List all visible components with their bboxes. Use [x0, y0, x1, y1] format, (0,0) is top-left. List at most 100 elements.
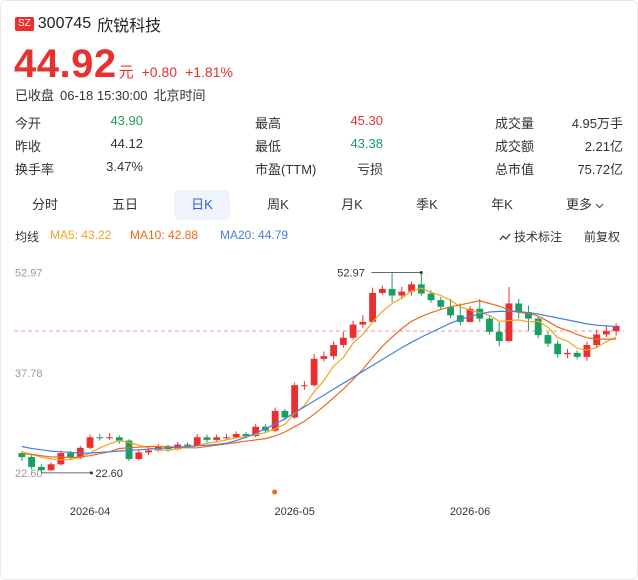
candle-body [378, 288, 386, 293]
candle-body [554, 343, 562, 355]
tab-quarterly-k[interactable]: 季K [416, 197, 438, 212]
stock-code: 300745 [37, 15, 92, 32]
stock-header: SZ 300745 欣锐科技 [15, 12, 161, 36]
candle-body [252, 426, 260, 436]
candle-body [145, 450, 152, 453]
candle-body [437, 300, 445, 307]
tab-daily-k[interactable]: 日K [174, 190, 230, 220]
y-tick-label: 52.97 [15, 268, 43, 280]
candle-body [417, 284, 425, 294]
tab-yearly-k[interactable]: 年K [491, 197, 513, 212]
stat-label: 今开 [15, 116, 42, 131]
current-price: 44.92 [14, 42, 117, 86]
candle-body [300, 385, 308, 387]
candle-body [86, 437, 94, 448]
stat-value: 3.47% [106, 159, 143, 174]
candle-body [291, 385, 299, 418]
candle-body [271, 410, 279, 431]
price-row: 44.92 元 +0.80 +1.81% [14, 42, 233, 87]
stat-label: 最高 [255, 116, 282, 131]
candle-body [115, 437, 123, 441]
candle-body [388, 288, 396, 296]
stats-row: 今开 43.90 最高 45.30 成交量 4.95万手 [15, 113, 625, 136]
candle-body [203, 437, 211, 440]
candle-body [213, 437, 221, 440]
stat-value: 45.30 [350, 113, 383, 128]
y-tick-label: 37.78 [15, 368, 43, 380]
candle-body [67, 453, 74, 458]
candle-body [534, 318, 542, 336]
period-tabs: 分时 五日 日K 周K 月K 季K 年K 更多 [15, 190, 625, 220]
candle-body [57, 453, 65, 465]
stat-label: 最低 [255, 139, 282, 154]
candlestick-chart[interactable]: 52.97 37.78 22.60 52.97 22.60 2026-04 2026-05 2… [0, 250, 638, 530]
stat-value: 亏损 [356, 162, 383, 177]
stat-value: 43.38 [350, 136, 383, 151]
candle-body [349, 324, 357, 338]
candle-body [398, 291, 406, 296]
candle-body [456, 315, 464, 322]
high-price-label: 52.97 [337, 267, 365, 279]
stock-name: 欣锐科技 [97, 18, 162, 35]
stat-value: 75.72亿 [577, 162, 623, 177]
x-tick-label: 2026-04 [70, 506, 110, 518]
tab-weekly-k[interactable]: 周K [267, 197, 289, 212]
candle-body [573, 352, 581, 357]
price-adjust-selector[interactable]: 前复权 [584, 230, 621, 244]
ma-legend: 均线 MA5: 43.22 MA10: 42.88 MA20: 44.79 技术… [15, 228, 625, 246]
stat-value: 2.21亿 [584, 139, 623, 154]
tab-intraday[interactable]: 分时 [31, 197, 58, 212]
stat-label: 成交量 [495, 116, 535, 131]
candle-body [28, 457, 36, 467]
candle-body [466, 308, 474, 322]
candle-body [544, 335, 552, 344]
candle-body [223, 437, 230, 439]
low-price-label: 22.60 [95, 468, 123, 480]
ma5-value: MA5: 43.22 [50, 228, 112, 242]
tab-five-day[interactable]: 五日 [111, 197, 138, 212]
ma5-line [21, 287, 617, 461]
y-tick-label: 22.60 [15, 468, 43, 480]
stats-row: 昨收 44.12 最低 43.38 成交额 2.21亿 [15, 136, 625, 159]
candle-body [427, 293, 435, 301]
candle-body [602, 331, 610, 335]
market-status: 已收盘 06-18 15:30:00 北京时间 [15, 85, 212, 104]
x-tick-label: 2026-05 [274, 506, 314, 518]
stat-label: 昨收 [15, 139, 42, 154]
candle-body [37, 466, 45, 471]
candle-body [310, 358, 318, 386]
ma10-value: MA10: 42.88 [130, 228, 199, 242]
high-marker-dot [419, 270, 423, 274]
candle-body [369, 292, 376, 322]
candle-body [525, 312, 532, 319]
stats-row: 换手率 3.47% 市盈(TTM) 亏损 总市值 75.72亿 [15, 159, 625, 182]
tech-annotation-label: 技术标注 [514, 230, 563, 244]
price-change: +0.80 [141, 64, 178, 80]
candle-body [193, 437, 201, 446]
stat-value: 44.12 [110, 136, 143, 151]
status-state: 已收盘 [15, 88, 55, 103]
tab-more[interactable]: 更多 [555, 190, 615, 220]
status-timezone: 北京时间 [153, 88, 206, 103]
stat-value: 43.90 [110, 113, 143, 128]
candle-body [106, 437, 113, 439]
x-tick-label: 2026-06 [450, 506, 490, 518]
stat-label: 换手率 [15, 162, 55, 177]
candle-body [495, 331, 503, 342]
candle-body [125, 440, 133, 460]
candle-body [135, 452, 143, 460]
tech-annotation-toggle[interactable]: 技术标注 [499, 228, 562, 245]
candle-body [612, 325, 620, 332]
ma20-line [21, 310, 617, 454]
ma20-value: MA20: 44.79 [220, 228, 289, 242]
price-change-pct: +1.81% [185, 64, 233, 80]
price-unit: 元 [118, 64, 134, 81]
candle-body [583, 344, 591, 357]
stat-value: 4.95万手 [571, 116, 623, 131]
tab-monthly-k[interactable]: 月K [341, 197, 363, 212]
candle-body [515, 303, 523, 313]
candle-body [232, 433, 240, 438]
candle-body [330, 344, 338, 357]
stat-label: 市盈(TTM) [255, 162, 317, 177]
candle-body [184, 444, 191, 446]
